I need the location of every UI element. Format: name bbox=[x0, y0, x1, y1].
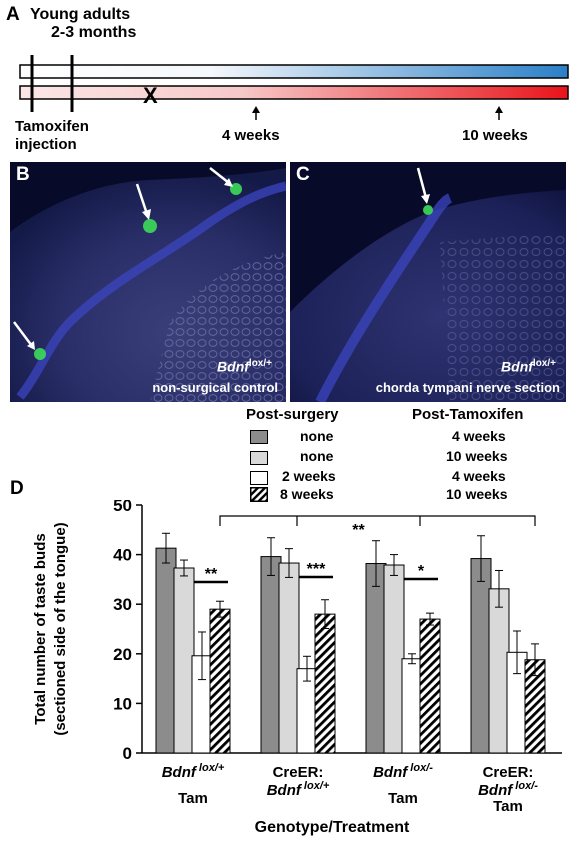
y-axis-label-line1: Total number of taste buds bbox=[32, 533, 49, 724]
legend-row4-surgery: 8 weeks bbox=[280, 486, 334, 502]
group-label-line1: Bdnf lox/+ bbox=[162, 762, 225, 781]
micrograph-b-image bbox=[10, 162, 286, 402]
arrow-4-weeks-head bbox=[252, 106, 260, 113]
legend-row2-surgery: none bbox=[300, 448, 334, 464]
group-label-line1: Bdnf lox/- bbox=[373, 762, 433, 781]
group-label-line3: Tam bbox=[178, 790, 208, 807]
y-axis-label: Total number of taste buds (sectioned si… bbox=[32, 522, 69, 735]
timeline-bar-bottom bbox=[19, 85, 569, 100]
significance-label: *** bbox=[307, 561, 326, 578]
group-label-line1: CreER: bbox=[483, 764, 534, 781]
chart-y-ticks: 0 10 20 30 40 50 bbox=[113, 500, 142, 763]
bar-1-group-2 bbox=[260, 556, 282, 754]
bar-1-group-1 bbox=[155, 547, 177, 754]
bar-1-group-4 bbox=[470, 558, 492, 754]
injection-label-line1: Tamoxifen bbox=[15, 118, 89, 135]
y-tick-label: 40 bbox=[113, 546, 132, 565]
y-tick-label: 10 bbox=[113, 694, 132, 713]
panel-b-letter: B bbox=[16, 164, 30, 185]
arrow-10-weeks-head bbox=[495, 106, 503, 113]
bar-4-group-1 bbox=[209, 608, 231, 754]
legend-header-tamoxifen: Post-Tamoxifen bbox=[412, 406, 524, 423]
timeline-diagram bbox=[19, 55, 569, 120]
bar-2-group-2 bbox=[278, 562, 300, 754]
group-bracket bbox=[219, 515, 536, 526]
bar-2-group-1 bbox=[173, 567, 195, 754]
legend-row3-surgery: 2 weeks bbox=[282, 468, 336, 484]
panel-b-condition: non-surgical control bbox=[152, 380, 278, 395]
chart-bars bbox=[155, 547, 546, 754]
bracket-significance-label: ** bbox=[352, 522, 365, 539]
legend-swatch-dark-gray bbox=[250, 430, 268, 444]
surgery-cross-mark: X bbox=[143, 83, 158, 108]
arrow-label-10-weeks: 10 weeks bbox=[462, 127, 528, 144]
bar-2-group-3 bbox=[383, 564, 405, 754]
chart-significance: ** *** *** bbox=[194, 515, 536, 584]
x-axis-label: Genotype/Treatment bbox=[255, 819, 410, 836]
chart-error-bars bbox=[162, 532, 539, 682]
group-label-line3: Tam bbox=[388, 790, 418, 807]
group-label-line3: Tam bbox=[493, 798, 523, 815]
legend-row1-tamoxifen: 4 weeks bbox=[452, 428, 506, 444]
significance-label: ** bbox=[205, 566, 218, 583]
panel-c-genotype: Bdnflox/+ bbox=[501, 358, 556, 375]
bar-4-group-2 bbox=[314, 613, 336, 754]
bar-3-group-3 bbox=[401, 658, 423, 754]
micrograph-c-image bbox=[290, 162, 566, 402]
legend-swatch-hatched bbox=[250, 487, 268, 502]
legend-row1-surgery: none bbox=[300, 428, 334, 444]
y-tick-label: 50 bbox=[113, 500, 132, 515]
y-tick-label: 30 bbox=[113, 595, 132, 614]
bar-2-group-4 bbox=[488, 588, 510, 754]
panel-c-letter: C bbox=[296, 164, 310, 185]
arrow-label-4-weeks: 4 weeks bbox=[222, 127, 280, 144]
micrograph-panel-c: C Bdnflox/+ chorda tympani nerve section bbox=[290, 162, 566, 402]
y-axis-label-line2: (sectioned side of the tongue) bbox=[52, 522, 69, 735]
legend-row3-tamoxifen: 4 weeks bbox=[452, 468, 506, 484]
micrograph-panel-b: B Bdnflox/+ non-surgical control bbox=[10, 162, 286, 402]
bar-4-group-3 bbox=[419, 618, 441, 754]
panel-a-title-line1: Young adults bbox=[30, 6, 131, 23]
legend-swatch-white bbox=[250, 471, 268, 485]
legend-header-surgery: Post-surgery bbox=[246, 406, 339, 423]
group-label-line2: Bdnf lox/- bbox=[478, 780, 538, 799]
group-label-line1: CreER: bbox=[273, 764, 324, 781]
group-label-line2: Bdnf lox/+ bbox=[267, 780, 330, 799]
panel-a-title-line2: 2-3 months bbox=[51, 24, 137, 41]
legend-row4-tamoxifen: 10 weeks bbox=[446, 486, 508, 502]
significance-label: * bbox=[418, 563, 425, 580]
timeline-bar-top bbox=[19, 64, 569, 79]
y-tick-label: 0 bbox=[123, 744, 132, 763]
bar-1-group-3 bbox=[365, 563, 387, 754]
panel-c-condition: chorda tympani nerve section bbox=[375, 380, 560, 395]
legend-row2-tamoxifen: 10 weeks bbox=[446, 448, 508, 464]
panel-b-genotype: Bdnflox/+ bbox=[217, 358, 272, 375]
legend-swatch-light-gray bbox=[250, 451, 268, 465]
panel-d-letter: D bbox=[10, 478, 24, 499]
panel-a-letter: A bbox=[6, 4, 20, 25]
taste-bud-bar-chart: Total number of taste buds (sectioned si… bbox=[32, 500, 562, 836]
injection-label-line2: injection bbox=[15, 136, 77, 153]
y-tick-label: 20 bbox=[113, 645, 132, 664]
